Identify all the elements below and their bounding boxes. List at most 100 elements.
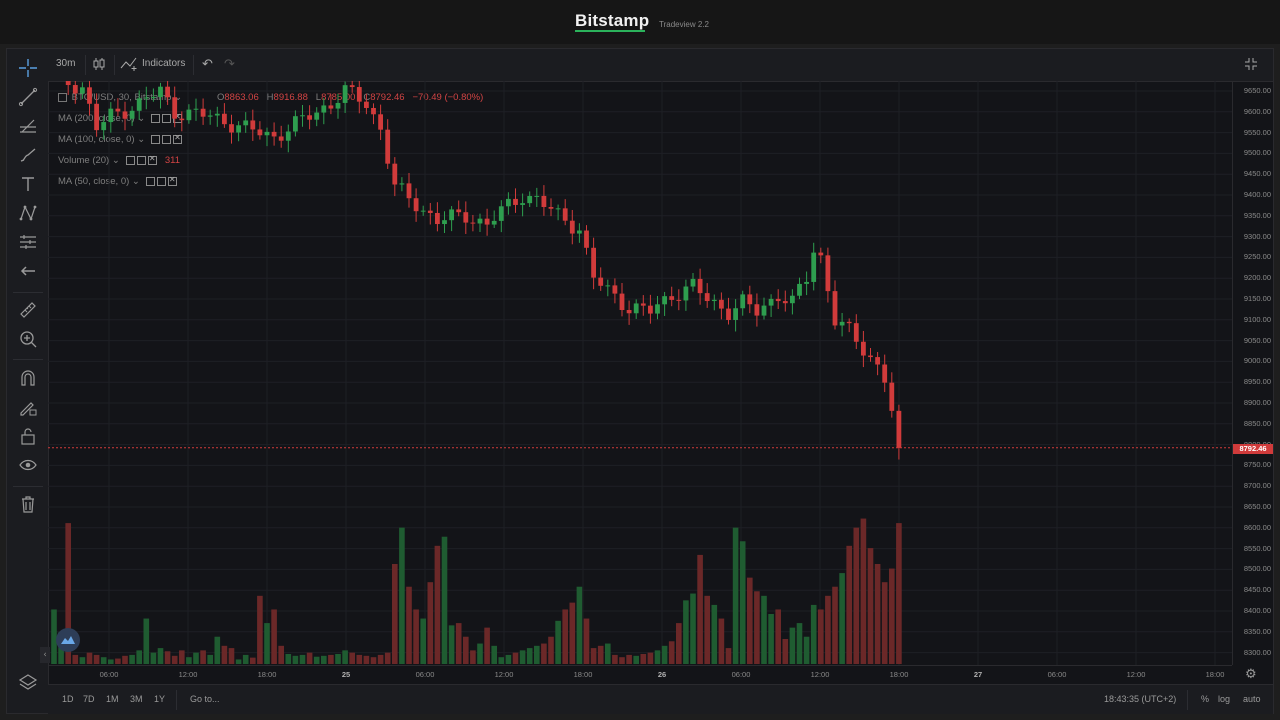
percent-toggle[interactable]: %: [1201, 694, 1210, 704]
price-tick-label: 8700.00: [1243, 481, 1271, 491]
brush-icon[interactable]: [17, 144, 39, 166]
symbol-legend: BTC/USD, 30, Bitstamp ⌄: [58, 92, 182, 103]
candle: [413, 198, 419, 212]
eye-icon[interactable]: [17, 454, 39, 476]
visibility-icon[interactable]: [151, 113, 161, 123]
visibility-icon[interactable]: [125, 155, 135, 165]
pattern-icon[interactable]: [17, 202, 39, 224]
auto-toggle[interactable]: auto: [1243, 694, 1261, 704]
chevron-down-icon[interactable]: ⌄: [174, 92, 183, 103]
candle: [151, 97, 156, 99]
remove-icon[interactable]: [147, 154, 157, 165]
candle: [442, 220, 447, 225]
study-legend-row[interactable]: MA (100, close, 0) ⌄: [58, 133, 184, 146]
fullscreen-exit-icon[interactable]: [1244, 57, 1258, 74]
study-label[interactable]: MA (100, close, 0) ⌄: [58, 134, 146, 146]
range-1d[interactable]: 1D: [62, 694, 74, 704]
brand-logo[interactable]: Bitstamp: [575, 11, 650, 30]
study-legend-row[interactable]: Volume (20) ⌄ 311: [58, 154, 180, 167]
ruler-icon[interactable]: [17, 299, 39, 321]
study-label[interactable]: MA (50, close, 0) ⌄: [58, 176, 140, 188]
indicators-button[interactable]: Indicators: [142, 58, 186, 69]
candle: [136, 98, 142, 111]
time-tick-label: 12:00: [494, 670, 514, 679]
range-1m[interactable]: 1M: [106, 694, 119, 704]
lock-drawing-icon[interactable]: [17, 396, 39, 418]
redo-icon[interactable]: ↷: [224, 56, 235, 71]
volume-bar: [519, 650, 526, 664]
fib-retracement-icon[interactable]: [17, 115, 39, 137]
candle: [122, 111, 128, 119]
settings-icon[interactable]: [162, 113, 172, 123]
price-axis[interactable]: 9650.00 9600.00 9550.00 9500.00 9450.00 9400.…: [1232, 81, 1274, 665]
settings-icon[interactable]: [136, 155, 146, 165]
settings-icon[interactable]: [162, 134, 172, 144]
unlock-icon[interactable]: [17, 425, 39, 447]
study-buttons: [125, 154, 159, 166]
volume-bar: [597, 645, 604, 664]
candle: [868, 355, 873, 358]
volume-bar: [143, 618, 150, 664]
toolbar-divider: [1187, 690, 1188, 710]
candle: [371, 107, 376, 115]
study-legend-row[interactable]: MA (50, close, 0) ⌄: [58, 175, 179, 188]
candle: [498, 206, 504, 221]
settings-icon[interactable]: [156, 176, 166, 186]
volume-bar: [65, 523, 71, 664]
study-label[interactable]: Volume (20) ⌄: [58, 155, 120, 167]
candle: [513, 198, 518, 205]
volume-bar: [818, 609, 824, 664]
candle: [293, 116, 298, 132]
volume-bar: [221, 645, 228, 664]
visibility-icon[interactable]: [151, 134, 161, 144]
tradeview-logo-icon[interactable]: [56, 628, 80, 652]
volume-bar: [768, 614, 774, 664]
range-1y[interactable]: 1Y: [154, 694, 166, 704]
candle: [484, 218, 490, 225]
volume-bar: [313, 656, 320, 664]
version-label: Tradeview 2.2: [659, 20, 709, 29]
magnet-icon[interactable]: [17, 367, 39, 389]
interval-selector[interactable]: 30m: [56, 58, 76, 69]
volume-bar: [498, 657, 505, 664]
layers-icon[interactable]: [17, 671, 39, 693]
collapse-arrow-icon[interactable]: ‹: [40, 647, 50, 663]
price-tick-label: 9250.00: [1243, 252, 1271, 262]
undo-icon[interactable]: ↶: [202, 56, 213, 71]
candle: [470, 222, 476, 224]
indicators-icon[interactable]: [120, 57, 140, 74]
candle: [562, 208, 568, 221]
log-toggle[interactable]: log: [1218, 694, 1231, 704]
volume-bar: [186, 657, 192, 664]
symbol-label[interactable]: BTC/USD, 30, Bitstamp: [71, 92, 172, 103]
goto-button[interactable]: Go to...: [190, 694, 220, 704]
visibility-icon[interactable]: [145, 176, 155, 186]
candle: [65, 81, 71, 86]
candle: [882, 364, 888, 383]
volume-bar: [548, 636, 554, 664]
trend-line-icon[interactable]: [17, 86, 39, 108]
arrow-left-icon[interactable]: [17, 260, 39, 282]
time-axis[interactable]: 06:00 12:00 18:00 25 06:00 12:00 18:00 26 06:00 1…: [48, 665, 1232, 684]
candle: [683, 286, 689, 301]
candle: [790, 295, 795, 304]
range-3m[interactable]: 3M: [130, 694, 143, 704]
text-icon[interactable]: [17, 173, 39, 195]
prediction-icon[interactable]: [17, 231, 39, 253]
study-label[interactable]: MA (200, close, 0) ⌄: [58, 113, 146, 125]
study-value: 311: [164, 155, 180, 167]
range-7d[interactable]: 7D: [83, 694, 95, 704]
settings-gear-icon[interactable]: ⚙: [1245, 667, 1257, 682]
time-tick-label: 26: [657, 670, 667, 679]
crosshair-icon[interactable]: [17, 57, 39, 79]
collapse-legend-icon[interactable]: [58, 92, 67, 102]
price-tick-label: 8500.00: [1243, 564, 1271, 574]
volume-bar: [179, 650, 185, 664]
remove-icon[interactable]: [167, 175, 177, 186]
candle-type-icon[interactable]: [92, 57, 106, 74]
zoom-in-icon[interactable]: [17, 328, 39, 350]
trash-icon[interactable]: [17, 493, 39, 515]
price-chart[interactable]: [48, 81, 1232, 665]
remove-icon[interactable]: [173, 133, 183, 144]
open-value: 8863.06: [224, 92, 259, 103]
